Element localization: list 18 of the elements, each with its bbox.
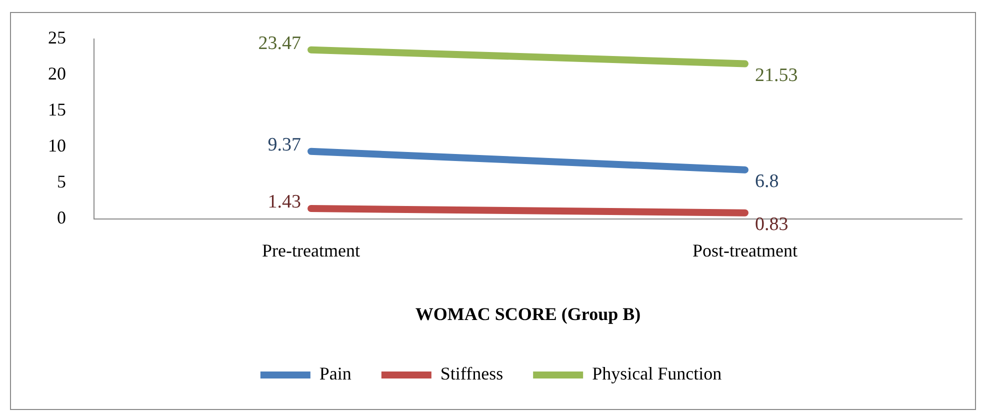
data-label: 21.53 [755, 64, 798, 86]
data-label: 1.43 [268, 191, 301, 212]
legend-label: Physical Function [592, 364, 722, 384]
y-tick-label: 10 [48, 136, 66, 156]
y-tick-label: 15 [48, 100, 66, 120]
data-label: 9.37 [268, 134, 301, 156]
legend-label: Stiffness [440, 364, 504, 384]
data-label: 6.8 [755, 170, 779, 192]
y-tick-label: 5 [57, 172, 66, 192]
x-tick-label: Post-treatment [692, 240, 798, 260]
data-label: 23.47 [258, 32, 301, 54]
legend-label: Pain [319, 364, 352, 384]
x-axis-title: WOMAC SCORE (Group B) [415, 304, 641, 324]
y-tick-label: 0 [57, 208, 66, 228]
data-label: 0.83 [755, 214, 788, 235]
y-tick-label: 25 [48, 28, 66, 48]
y-tick-label: 20 [48, 64, 66, 84]
x-tick-label: Pre-treatment [262, 240, 360, 260]
